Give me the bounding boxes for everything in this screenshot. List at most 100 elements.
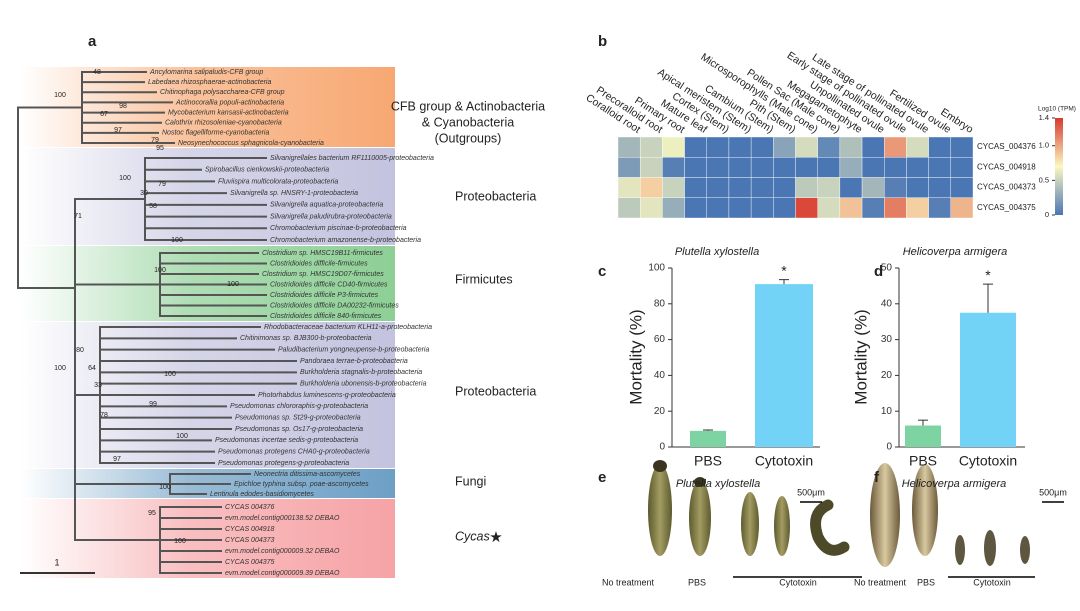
image-label: No treatment: [854, 577, 907, 587]
bar: [905, 425, 941, 447]
heatmap-cell: [861, 157, 885, 178]
x-tick-label: PBS: [909, 453, 937, 469]
leaf-label: Lentinula edodes-basidiomycetes: [210, 491, 314, 498]
heatmap-cell: [773, 157, 796, 178]
colorbar-tick-label: 0.5: [1039, 175, 1049, 184]
leaf-label: Clostridioides difficile CD40-firmicutes: [270, 281, 388, 288]
error-bar: [918, 419, 928, 426]
panel-label: c: [598, 263, 606, 280]
heatmap-cell: [861, 197, 885, 219]
leaf-label: Neosynechococcus sphagnicola-cyanobacter…: [178, 140, 324, 147]
image-title: Helicoverpa armigera: [902, 478, 1007, 490]
leaf-label: Clostridium sp. HMSC19D07-firmicutes: [262, 271, 384, 278]
bootstrap-label: 95: [148, 510, 156, 517]
heatmap-cell: [839, 136, 863, 158]
leaf-label: Chromobacterium piscinae-b-proteobacteri…: [270, 225, 407, 232]
image-title: Plutella xylostella: [676, 478, 760, 490]
leaf-label: Pseudomonas sp. Os17-g-proteobacteria: [235, 426, 363, 433]
annotation: *: [781, 262, 787, 278]
heatmap-cell: [617, 177, 641, 198]
heatmap-cell: [928, 136, 952, 158]
heatmap-cell: [639, 177, 663, 198]
heatmap-cell: [684, 177, 707, 198]
heatmap-cell: [928, 197, 952, 219]
x-tick-label: Cytotoxin: [755, 453, 813, 469]
heatmap-cell: [884, 157, 907, 178]
bootstrap-label: 79: [158, 181, 166, 188]
leaf-label: Silvanigrellales bacterium RF1110005-pro…: [270, 155, 434, 162]
colorbar-title: Log10 (TPM): [1038, 106, 1076, 113]
y-tick-label: 80: [654, 298, 666, 309]
image-label: Cytotoxin: [973, 577, 1011, 587]
leaf-label: Fluviispira multicolorata-proteobacteria: [218, 178, 338, 185]
star: ★: [489, 529, 502, 546]
error-bar: [983, 283, 993, 313]
panel-label: b: [598, 33, 607, 50]
clade-label: Firmicutes: [455, 272, 513, 286]
leaf-label: Burkholderia ubonensis-b-proteobacteria: [300, 381, 427, 388]
row-label: CYCAS_004375: [977, 203, 1036, 212]
leaf-label: Pseudomonas chlororaphis-g-proteobacteri…: [230, 403, 368, 410]
leaf-label: Clostridium sp. HMSC19B11-firmicutes: [262, 250, 383, 257]
annotation: *: [985, 267, 991, 283]
heatmap-cell: [639, 136, 663, 158]
heatmap-cell: [884, 136, 907, 158]
heatmap-cell: [817, 197, 841, 219]
leaf-label: Photorhabdus luminescens-g-proteobacteri…: [258, 392, 396, 399]
chart-title: Plutella xylostella: [675, 246, 759, 258]
bootstrap-label: 98: [119, 103, 127, 110]
heatmap-cell: [706, 136, 730, 158]
panel-label: d: [874, 263, 883, 280]
row-label: CYCAS_004373: [977, 183, 1036, 192]
leaf-label: Chitinimonas sp. BJB300-b-proteobacteria: [240, 335, 372, 342]
heatmap-cell: [795, 177, 818, 198]
y-tick-label: 40: [654, 370, 666, 381]
heatmap-cell: [684, 136, 707, 158]
clade-label: CFB group & Actinobacteria: [391, 99, 545, 113]
bootstrap-label: 95: [156, 145, 164, 152]
colorbar-tick-label: 1.4: [1039, 113, 1049, 122]
heatmap-cell: [861, 136, 885, 158]
leaf-label: Neonectria ditissima-ascomycetes: [254, 471, 361, 478]
leaf-label: Silvanigrella sp. HNSRY-1-proteobacteria: [230, 190, 358, 197]
heatmap-cell: [750, 136, 774, 158]
heatmap-cell: [750, 197, 774, 219]
heatmap-cell: [639, 197, 663, 219]
heatmap-cell: [906, 197, 929, 219]
image-label: PBS: [688, 577, 706, 587]
heatmap-cell: [839, 157, 863, 178]
bootstrap-label: 97: [114, 127, 122, 134]
heatmap-cell: [817, 177, 841, 198]
bootstrap-label: 78: [100, 412, 108, 419]
heatmap-cell: [884, 197, 907, 219]
bootstrap-label: 80: [76, 347, 84, 354]
y-tick-label: 20: [881, 370, 893, 381]
leaf-label: Spirobacillus cienkowskii-proteobacteria: [205, 167, 329, 174]
heatmap-cell: [617, 136, 641, 158]
row-label: CYCAS_004918: [977, 162, 1036, 171]
y-tick-label: 0: [886, 442, 892, 453]
leaf-label: Silvanigrella aquatica-proteobacteria: [270, 202, 383, 209]
heatmap-cell: [617, 157, 641, 178]
heatmap-cell: [839, 197, 863, 219]
clade-label: & Cyanobacteria: [422, 115, 514, 129]
clade-label: Cycas: [455, 529, 490, 543]
bootstrap-label: 48: [93, 69, 101, 76]
leaf-label: Clostridioides difficile-firmicutes: [270, 260, 368, 267]
heatmap-cell: [906, 136, 929, 158]
heatmap-cell: [950, 197, 974, 219]
clade-background: [20, 499, 395, 578]
y-tick-label: 30: [881, 334, 893, 345]
leaf-label: evm.model.contig000009.39 DEBAO: [225, 570, 340, 577]
row-label: CYCAS_004376: [977, 142, 1036, 151]
bar: [960, 312, 1016, 447]
panel-label: a: [88, 33, 97, 50]
leaf-label: Clostridioides difficile P3-firmicutes: [270, 292, 379, 299]
heatmap-cell: [728, 197, 752, 219]
bootstrap-label: 100: [227, 281, 239, 288]
x-tick-label: PBS: [694, 453, 722, 469]
y-tick-label: 60: [654, 334, 666, 345]
larvae-f: [870, 463, 1030, 567]
leaf-label: CYCAS 004373: [225, 537, 275, 544]
heatmap-cell: [950, 177, 974, 198]
